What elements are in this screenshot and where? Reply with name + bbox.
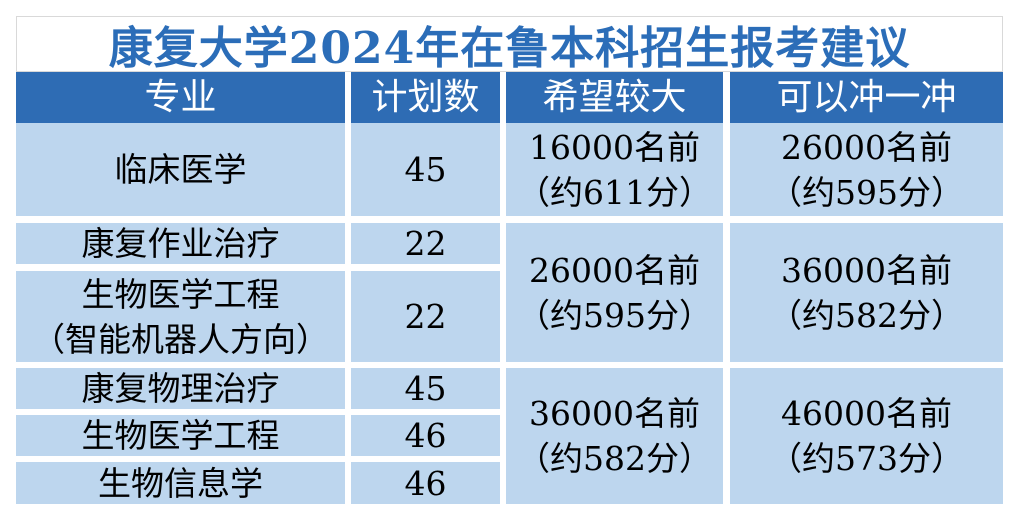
hope-rank: 36000名前 (529, 394, 700, 433)
major-label: 康复作业治疗 (81, 224, 280, 263)
admission-table-sheet: 康复大学2024年在鲁本科招生报考建议 专业 计划数 希望较大 可以冲一冲 临床… (16, 16, 1003, 504)
cell-major-physical-therapy: 康复物理治疗 (16, 368, 345, 409)
cell-stretch-group1: 26000名前 （约595分） (730, 123, 1003, 216)
stretch-rank: 36000名前 (781, 250, 952, 290)
col-header-plan-count: 计划数 (351, 72, 500, 123)
cell-major-occupational-therapy: 康复作业治疗 (16, 223, 345, 264)
cell-plan-biomedical-engineering-robotics: 22 (351, 271, 500, 362)
plan-value: 46 (404, 416, 447, 455)
cell-plan-bioinformatics: 46 (351, 462, 500, 504)
cell-hope-group2: 26000名前 （约595分） (506, 223, 723, 362)
hope-score: （约582分） (517, 439, 712, 478)
plan-value: 22 (404, 224, 447, 263)
cell-major-clinical-medicine: 临床医学 (16, 123, 345, 216)
major-label: 生物信息学 (98, 463, 263, 503)
stretch-rank: 26000名前 (781, 127, 952, 167)
hope-rank: 16000名前 (529, 127, 700, 167)
cell-stretch-group2: 36000名前 （约582分） (730, 223, 1003, 362)
col-header-worth-a-shot: 可以冲一冲 (730, 72, 1003, 123)
plan-value: 45 (404, 369, 447, 408)
cell-major-bioinformatics: 生物信息学 (16, 462, 345, 504)
cell-major-biomedical-engineering: 生物医学工程 (16, 415, 345, 456)
stretch-score: （约573分） (769, 439, 964, 478)
cell-major-biomedical-engineering-robotics: 生物医学工程 （智能机器人方向） (16, 271, 345, 362)
admission-table: 专业 计划数 希望较大 可以冲一冲 临床医学 45 16000名前 （约611分… (16, 72, 1003, 504)
plan-value: 45 (404, 150, 447, 189)
hope-rank: 26000名前 (529, 250, 700, 290)
stretch-score: （约582分） (769, 295, 964, 335)
cell-plan-occupational-therapy: 22 (351, 223, 500, 264)
major-label-line1: 生物医学工程 (81, 274, 280, 314)
cell-plan-clinical-medicine: 45 (351, 123, 500, 216)
table-title: 康复大学2024年在鲁本科招生报考建议 (16, 16, 1003, 74)
stretch-score: （约595分） (769, 172, 964, 212)
cell-hope-group3: 36000名前 （约582分） (506, 368, 723, 504)
hope-score: （约611分） (517, 172, 712, 212)
stretch-rank: 46000名前 (781, 394, 952, 433)
cell-plan-physical-therapy: 45 (351, 368, 500, 409)
col-header-good-hope: 希望较大 (506, 72, 723, 123)
major-label: 生物医学工程 (81, 416, 280, 455)
hope-score: （约595分） (517, 295, 712, 335)
major-label: 康复物理治疗 (81, 369, 280, 408)
plan-value: 22 (404, 297, 447, 336)
col-header-major: 专业 (16, 72, 345, 123)
major-label-line2: （智能机器人方向） (32, 319, 329, 359)
cell-hope-group1: 16000名前 （约611分） (506, 123, 723, 216)
cell-stretch-group3: 46000名前 （约573分） (730, 368, 1003, 504)
plan-value: 46 (404, 463, 447, 503)
major-label: 临床医学 (114, 150, 247, 189)
cell-plan-biomedical-engineering: 46 (351, 415, 500, 456)
